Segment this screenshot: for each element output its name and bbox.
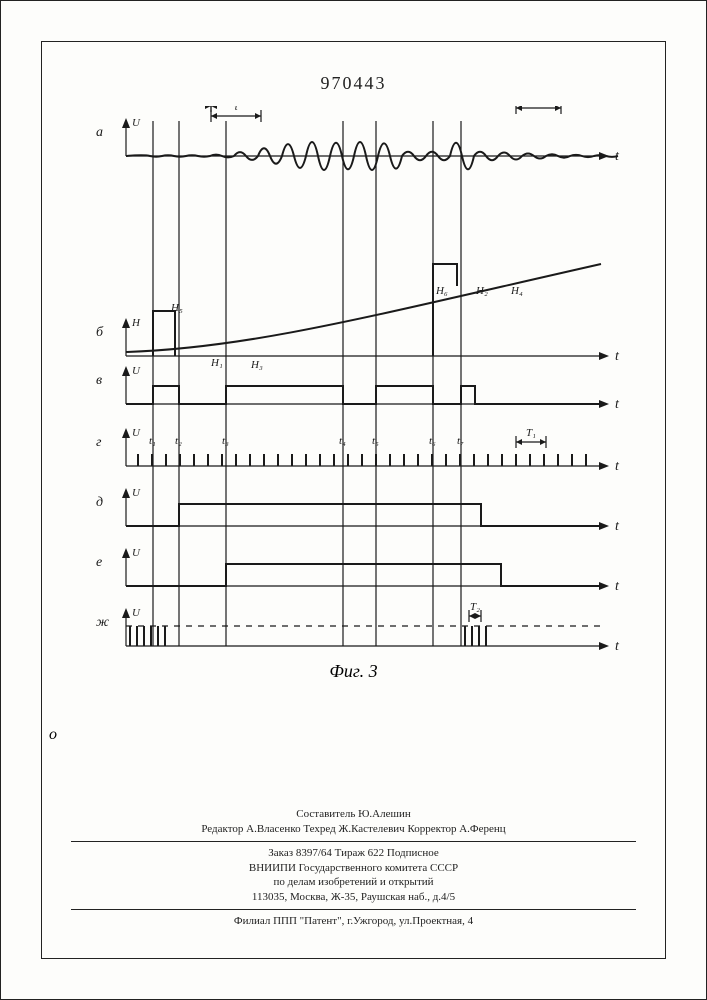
- svg-text:U: U: [132, 117, 141, 129]
- svg-text:U: U: [132, 487, 141, 499]
- svg-text:U: U: [132, 547, 141, 559]
- svg-text:д: д: [96, 495, 103, 510]
- svg-text:t: t: [615, 349, 620, 364]
- svg-text:H: H: [131, 317, 141, 329]
- svg-text:U: U: [132, 607, 141, 619]
- address-line: 113035, Москва, Ж-35, Раушская наб., д.4…: [71, 890, 636, 905]
- svg-text:t₁: t₁: [149, 435, 156, 447]
- svg-text:H₃: H₃: [250, 359, 263, 371]
- patent-page: 970443 tUаττtHбH₅H₁H₃H₆H₂H₄tUвtUгt₁t₂t₃t…: [0, 0, 707, 1000]
- svg-text:t: t: [615, 639, 620, 654]
- order-line: Заказ 8397/64 Тираж 622 Подписное: [71, 846, 636, 861]
- document-number: 970443: [1, 73, 706, 94]
- svg-text:T₁: T₁: [526, 427, 536, 439]
- divider: [71, 909, 636, 910]
- svg-text:H₂: H₂: [475, 285, 488, 297]
- svg-text:U: U: [132, 365, 141, 377]
- compiler-line: Составитель Ю.Алешин: [71, 807, 636, 822]
- registration-mark: о: [49, 726, 57, 744]
- svg-text:H₄: H₄: [510, 285, 523, 297]
- figure-caption: Фиг. 3: [1, 661, 706, 682]
- org-line-1: ВНИИПИ Государственного комитета СССР: [71, 861, 636, 876]
- branch-line: Филиал ППП "Патент", г.Ужгород, ул.Проек…: [71, 914, 636, 929]
- svg-text:t: t: [615, 519, 620, 534]
- editor-line: Редактор А.Власенко Техред Ж.Кастелевич …: [71, 822, 636, 837]
- svg-text:е: е: [96, 555, 102, 570]
- svg-text:а: а: [96, 125, 103, 140]
- divider: [71, 841, 636, 842]
- org-line-2: по делам изобретений и открытий: [71, 875, 636, 890]
- svg-text:t₂: t₂: [175, 435, 182, 447]
- svg-text:H₁: H₁: [210, 357, 223, 369]
- svg-text:t₄: t₄: [339, 435, 346, 447]
- svg-text:H₆: H₆: [435, 285, 448, 297]
- svg-text:t₆: t₆: [429, 435, 436, 447]
- svg-text:U: U: [132, 427, 141, 439]
- svg-text:t₃: t₃: [222, 435, 229, 447]
- svg-text:t: t: [615, 579, 620, 594]
- svg-text:t₇: t₇: [457, 435, 464, 447]
- svg-text:б: б: [96, 325, 104, 340]
- colophon: Составитель Ю.Алешин Редактор А.Власенко…: [71, 807, 636, 929]
- svg-text:H₅: H₅: [170, 302, 183, 314]
- svg-text:t: t: [615, 459, 620, 474]
- svg-text:г: г: [96, 435, 102, 450]
- svg-text:t₅: t₅: [372, 435, 379, 447]
- svg-text:ж: ж: [96, 615, 109, 630]
- svg-text:τ: τ: [234, 106, 239, 113]
- svg-text:t: t: [615, 397, 620, 412]
- timing-diagram: tUаττtHбH₅H₁H₃H₆H₂H₄tUвtUгt₁t₂t₃t₄t₅t₆t₇…: [71, 106, 631, 666]
- svg-text:в: в: [96, 373, 102, 388]
- svg-text:T₂: T₂: [470, 601, 480, 613]
